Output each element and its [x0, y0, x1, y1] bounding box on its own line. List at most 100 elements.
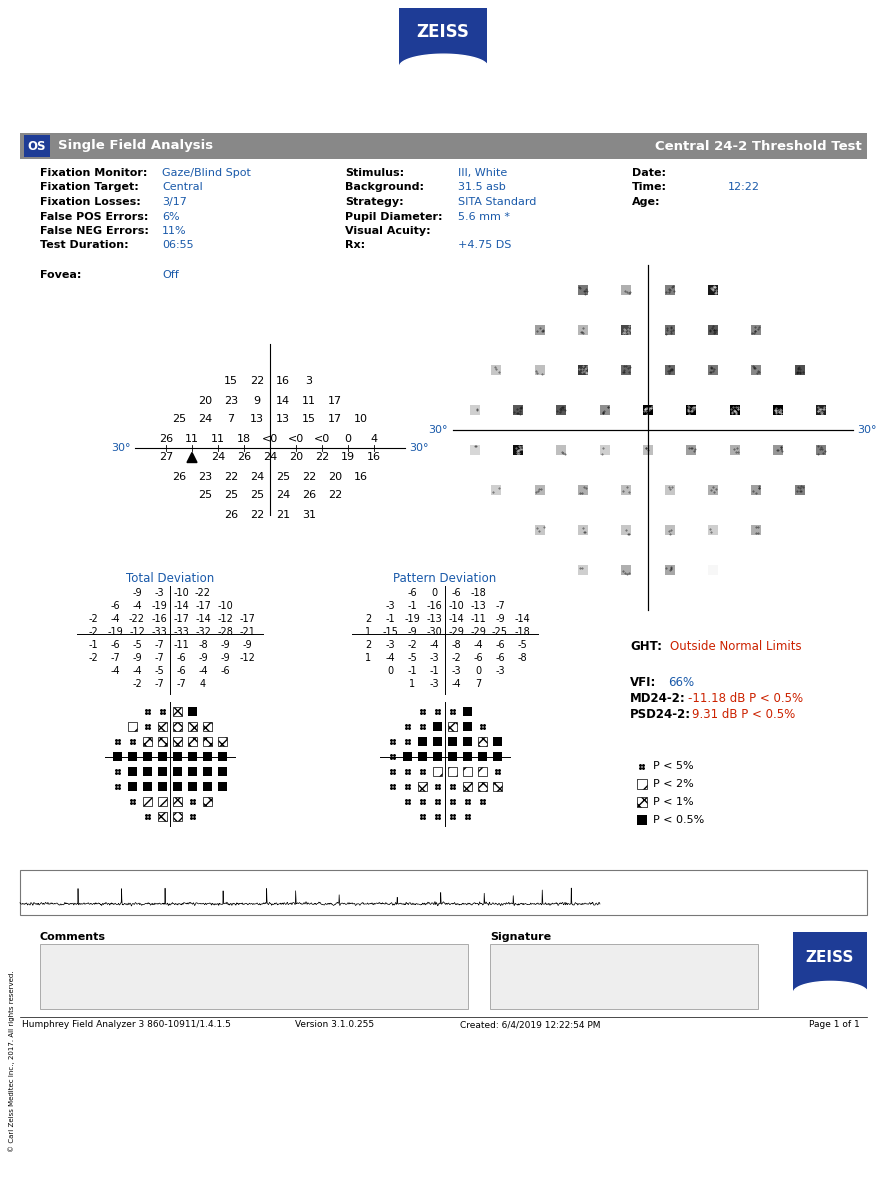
Text: -9: -9 — [220, 653, 229, 662]
Bar — [512, 445, 523, 455]
Text: -2: -2 — [88, 653, 97, 662]
Text: -4: -4 — [132, 666, 142, 676]
Text: -29: -29 — [447, 626, 463, 637]
Text: -4: -4 — [429, 640, 439, 650]
Text: -4: -4 — [132, 601, 142, 611]
Text: 4: 4 — [199, 679, 206, 689]
Text: +4.75 DS: +4.75 DS — [457, 240, 511, 251]
Bar — [462, 767, 471, 776]
Text: -14: -14 — [447, 614, 463, 624]
Text: -28: -28 — [217, 626, 233, 637]
Text: Signature: Signature — [489, 932, 550, 942]
Bar — [493, 752, 501, 761]
Bar — [158, 752, 167, 761]
Text: -12: -12 — [129, 626, 144, 637]
Bar — [218, 782, 227, 791]
Text: -18: -18 — [514, 626, 529, 637]
Bar — [750, 365, 760, 374]
Text: 0: 0 — [344, 433, 351, 444]
Bar — [621, 325, 631, 335]
Text: Rx:: Rx: — [345, 240, 365, 251]
Bar — [773, 406, 782, 415]
Text: -3: -3 — [429, 679, 439, 689]
Text: Created: 6/4/2019 12:22:54 PM: Created: 6/4/2019 12:22:54 PM — [460, 1020, 600, 1028]
Bar — [203, 737, 212, 746]
Text: 31: 31 — [301, 510, 315, 520]
Bar — [20, 870, 866, 914]
Bar — [20, 133, 866, 158]
Text: PSD24-2:: PSD24-2: — [629, 708, 690, 721]
Bar — [642, 445, 652, 455]
Text: 15: 15 — [301, 414, 315, 425]
Bar — [432, 722, 441, 731]
Bar — [203, 722, 212, 731]
Text: -9: -9 — [132, 653, 142, 662]
Text: 22: 22 — [223, 472, 237, 481]
Bar — [462, 737, 471, 746]
Bar — [489, 944, 758, 1009]
Text: -6: -6 — [220, 666, 229, 676]
Text: Age:: Age: — [632, 197, 660, 206]
Text: -13: -13 — [470, 601, 486, 611]
Text: -3: -3 — [429, 653, 439, 662]
Bar — [158, 722, 167, 731]
Text: False NEG Errors:: False NEG Errors: — [40, 226, 149, 236]
Text: 11%: 11% — [162, 226, 186, 236]
Text: Fixation Target:: Fixation Target: — [40, 182, 138, 192]
Bar — [173, 752, 182, 761]
Bar — [556, 406, 565, 415]
Text: -7: -7 — [154, 640, 164, 650]
Text: 2: 2 — [364, 640, 370, 650]
Bar — [750, 485, 760, 494]
Bar — [203, 752, 212, 761]
Text: -6: -6 — [176, 653, 185, 662]
Bar — [556, 445, 565, 455]
Bar — [578, 286, 587, 295]
Text: -2: -2 — [88, 614, 97, 624]
Text: 31.5 asb: 31.5 asb — [457, 182, 505, 192]
Bar — [462, 752, 471, 761]
Text: 10: 10 — [354, 414, 368, 425]
Text: -22: -22 — [128, 614, 144, 624]
Bar — [636, 779, 646, 790]
Text: Visual Acuity:: Visual Acuity: — [345, 226, 430, 236]
Text: III, White: III, White — [457, 168, 507, 178]
Text: Page 1 of 1: Page 1 of 1 — [808, 1020, 859, 1028]
Text: -8: -8 — [198, 640, 207, 650]
Text: -1: -1 — [407, 601, 416, 611]
Text: Central: Central — [162, 182, 203, 192]
Text: Fixation Monitor:: Fixation Monitor: — [40, 168, 147, 178]
Text: -1: -1 — [88, 640, 97, 650]
Bar — [534, 325, 544, 335]
Text: -5: -5 — [132, 640, 142, 650]
Text: Central 24-2 Threshold Test: Central 24-2 Threshold Test — [655, 139, 861, 152]
Text: -6: -6 — [494, 653, 504, 662]
Text: -11: -11 — [470, 614, 486, 624]
Text: -1: -1 — [407, 666, 416, 676]
Text: -19: -19 — [151, 601, 167, 611]
Bar — [707, 485, 717, 494]
Text: -6: -6 — [451, 588, 461, 598]
Text: -10: -10 — [217, 601, 233, 611]
Text: 25: 25 — [198, 491, 212, 500]
Text: 22: 22 — [301, 472, 315, 481]
Text: 11: 11 — [211, 433, 225, 444]
Bar — [478, 767, 486, 776]
Text: 06:55: 06:55 — [162, 240, 193, 251]
Text: 21: 21 — [276, 510, 290, 520]
Bar — [707, 526, 717, 535]
Text: -5: -5 — [407, 653, 416, 662]
Text: Total Deviation: Total Deviation — [126, 572, 214, 584]
Bar — [599, 445, 609, 455]
Bar — [188, 722, 197, 731]
Text: 17: 17 — [328, 396, 342, 406]
Text: Gaze/Blind Spot: Gaze/Blind Spot — [162, 168, 251, 178]
Bar — [173, 797, 182, 806]
Text: 20: 20 — [198, 396, 212, 406]
Bar — [402, 752, 411, 761]
Bar — [750, 526, 760, 535]
Bar — [462, 782, 471, 791]
Text: -2: -2 — [88, 626, 97, 637]
Text: -12: -12 — [239, 653, 254, 662]
Text: <0: <0 — [314, 433, 330, 444]
